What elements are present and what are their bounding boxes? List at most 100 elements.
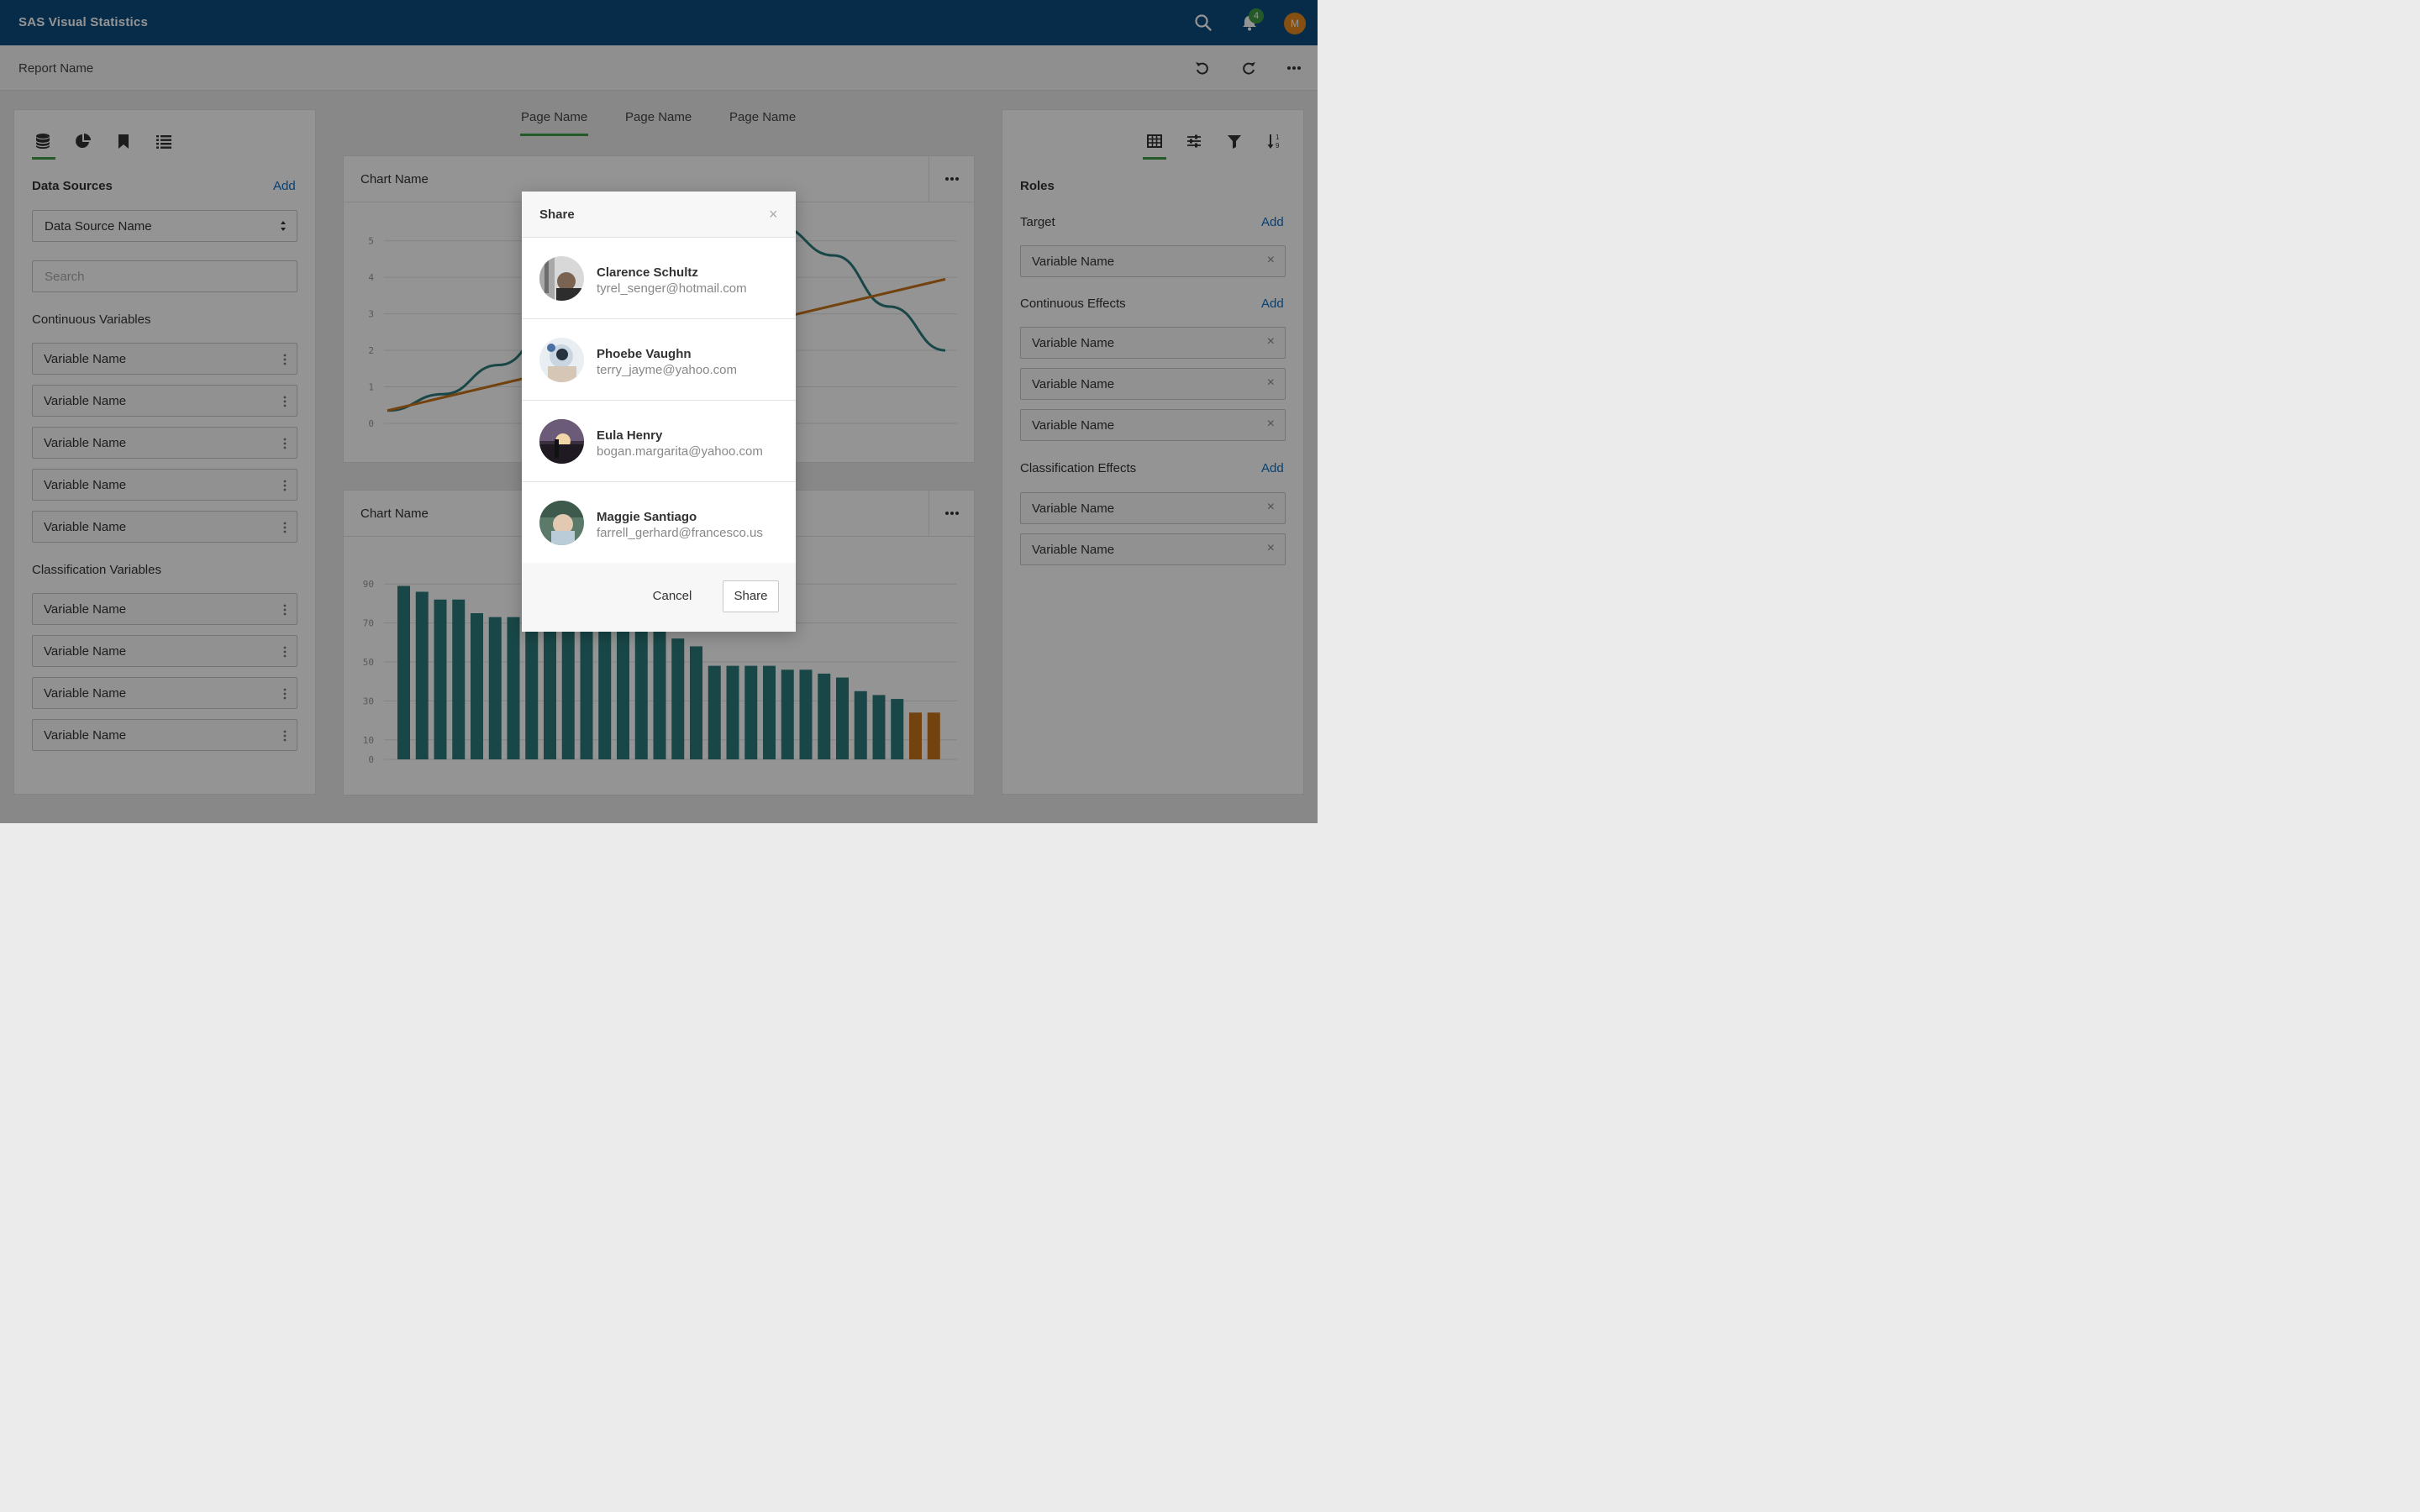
bookmark-icon[interactable] bbox=[114, 132, 133, 150]
remove-icon[interactable]: × bbox=[1266, 253, 1275, 267]
target-title: Target bbox=[1020, 215, 1055, 229]
bar[interactable] bbox=[872, 695, 886, 759]
svg-text:9: 9 bbox=[1276, 142, 1280, 150]
sort-icon[interactable]: 1 9 bbox=[1265, 132, 1284, 150]
variable-item[interactable]: Variable Name × bbox=[1020, 327, 1286, 359]
bar[interactable] bbox=[397, 585, 410, 759]
page-tab-3[interactable]: Page Name bbox=[729, 110, 797, 124]
add-continuous-effect-link[interactable]: Add bbox=[1261, 297, 1284, 311]
remove-icon[interactable]: × bbox=[1266, 417, 1275, 431]
more-icon[interactable] bbox=[1286, 66, 1302, 71]
person-row[interactable]: Phoebe Vaughn terry_jayme@yahoo.com bbox=[522, 319, 796, 401]
bar[interactable] bbox=[580, 627, 593, 759]
drag-handle-icon[interactable] bbox=[283, 396, 287, 407]
bar[interactable] bbox=[909, 712, 922, 759]
bar[interactable] bbox=[726, 665, 739, 759]
remove-icon[interactable]: × bbox=[1266, 541, 1275, 555]
bar[interactable] bbox=[415, 591, 429, 759]
variable-item[interactable]: Variable Name bbox=[32, 635, 297, 667]
bar[interactable] bbox=[525, 627, 539, 759]
variable-item[interactable]: Variable Name bbox=[32, 469, 297, 501]
variable-item[interactable]: Variable Name bbox=[32, 719, 297, 751]
drag-handle-icon[interactable] bbox=[283, 522, 287, 533]
drag-handle-icon[interactable] bbox=[283, 354, 287, 365]
bar[interactable] bbox=[836, 677, 849, 759]
report-bar: Report Name bbox=[0, 45, 1318, 91]
data-source-select[interactable]: Data Source Name bbox=[32, 210, 297, 242]
search-input[interactable]: Search bbox=[32, 260, 297, 292]
chart-menu-button[interactable] bbox=[929, 156, 974, 202]
table-icon[interactable] bbox=[1145, 132, 1164, 150]
person-row[interactable]: Clarence Schultz tyrel_senger@hotmail.co… bbox=[522, 238, 796, 319]
drag-handle-icon[interactable] bbox=[283, 438, 287, 449]
bar[interactable] bbox=[544, 627, 556, 759]
search-icon[interactable] bbox=[1194, 13, 1213, 32]
undo-icon[interactable] bbox=[1194, 60, 1211, 76]
bar[interactable] bbox=[598, 627, 612, 759]
add-target-link[interactable]: Add bbox=[1261, 215, 1284, 229]
y-tick-label: 4 bbox=[368, 272, 374, 283]
drag-handle-icon[interactable] bbox=[283, 688, 287, 700]
cancel-button[interactable]: Cancel bbox=[652, 589, 692, 603]
y-tick-label: 0 bbox=[368, 418, 374, 429]
bar[interactable] bbox=[452, 599, 466, 759]
bar[interactable] bbox=[690, 646, 702, 759]
bar[interactable] bbox=[471, 613, 483, 759]
redo-icon[interactable] bbox=[1240, 60, 1257, 76]
drag-handle-icon[interactable] bbox=[283, 480, 287, 491]
variable-item[interactable]: Variable Name bbox=[32, 427, 297, 459]
bar[interactable] bbox=[744, 665, 758, 759]
drag-handle-icon[interactable] bbox=[283, 604, 287, 616]
variable-item[interactable]: Variable Name bbox=[32, 343, 297, 375]
variable-item[interactable]: Variable Name bbox=[32, 385, 297, 417]
bar[interactable] bbox=[507, 617, 520, 759]
page-tab-1[interactable]: Page Name bbox=[521, 110, 588, 124]
bar[interactable] bbox=[617, 627, 629, 759]
add-data-source-link[interactable]: Add bbox=[273, 179, 296, 193]
variable-item[interactable]: Variable Name × bbox=[1020, 409, 1286, 441]
bar[interactable] bbox=[434, 599, 447, 759]
bar[interactable] bbox=[561, 627, 575, 759]
bar[interactable] bbox=[854, 690, 867, 759]
bar[interactable] bbox=[653, 627, 666, 759]
sliders-icon[interactable] bbox=[1185, 132, 1203, 150]
remove-icon[interactable]: × bbox=[1266, 375, 1275, 390]
bar[interactable] bbox=[781, 669, 794, 759]
bar[interactable] bbox=[891, 699, 904, 759]
variable-item[interactable]: Variable Name × bbox=[1020, 368, 1286, 400]
report-name[interactable]: Report Name bbox=[18, 61, 94, 76]
person-row[interactable]: Maggie Santiago farrell_gerhard@francesc… bbox=[522, 482, 796, 564]
page-tab-2[interactable]: Page Name bbox=[625, 110, 692, 124]
bar[interactable] bbox=[799, 669, 813, 759]
bar[interactable] bbox=[818, 673, 831, 759]
bar[interactable] bbox=[763, 665, 776, 759]
person-row[interactable]: Eula Henry bogan.margarita@yahoo.com bbox=[522, 401, 796, 482]
drag-handle-icon[interactable] bbox=[283, 730, 287, 742]
pie-chart-icon[interactable] bbox=[74, 132, 92, 150]
add-classification-effect-link[interactable]: Add bbox=[1261, 461, 1284, 475]
person-name: Eula Henry bbox=[597, 428, 663, 443]
variable-item[interactable]: Variable Name × bbox=[1020, 492, 1286, 524]
bar[interactable] bbox=[927, 712, 940, 759]
dialog-footer: Cancel Share bbox=[522, 563, 796, 632]
close-icon[interactable]: × bbox=[769, 206, 778, 223]
remove-icon[interactable]: × bbox=[1266, 334, 1275, 349]
bar[interactable] bbox=[488, 617, 502, 759]
chart-menu-button[interactable] bbox=[929, 491, 974, 537]
variable-item[interactable]: Variable Name bbox=[32, 511, 297, 543]
drag-handle-icon[interactable] bbox=[283, 646, 287, 658]
list-icon[interactable] bbox=[155, 132, 173, 150]
database-icon[interactable] bbox=[34, 132, 52, 150]
variable-item[interactable]: Variable Name bbox=[32, 593, 297, 625]
variable-item[interactable]: Variable Name × bbox=[1020, 245, 1286, 277]
bar[interactable] bbox=[634, 627, 648, 759]
share-button[interactable]: Share bbox=[723, 580, 779, 612]
remove-icon[interactable]: × bbox=[1266, 500, 1275, 514]
right-panel: 1 9 Roles Target Add Variable Name × Cont… bbox=[1002, 109, 1304, 795]
bar[interactable] bbox=[708, 665, 721, 759]
bar[interactable] bbox=[671, 638, 685, 759]
variable-item[interactable]: Variable Name × bbox=[1020, 533, 1286, 565]
filter-icon[interactable] bbox=[1225, 132, 1244, 150]
variable-item[interactable]: Variable Name bbox=[32, 677, 297, 709]
user-avatar[interactable]: M bbox=[1284, 13, 1306, 34]
